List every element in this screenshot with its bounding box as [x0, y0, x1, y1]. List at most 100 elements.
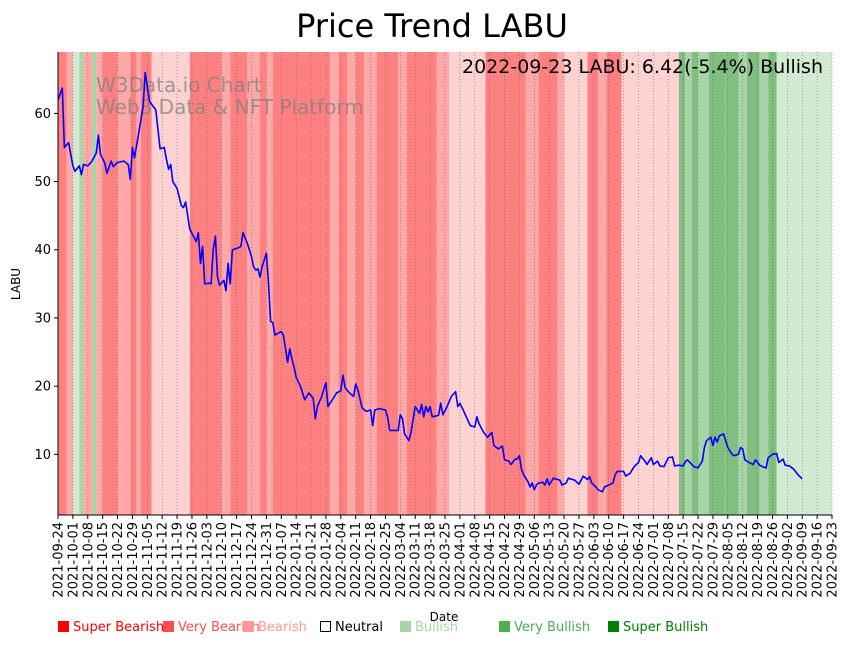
x-tick-label: 2022-05-27: [573, 522, 588, 598]
sentiment-band: [776, 52, 832, 515]
sentiment-band: [72, 52, 80, 515]
sentiment-band: [621, 52, 679, 515]
x-tick-label: 2022-08-12: [736, 522, 751, 598]
y-tick-label: 40: [34, 243, 51, 258]
x-tick-label: 2022-03-18: [424, 522, 439, 598]
x-axis-label: Date: [430, 610, 459, 624]
sentiment-band: [140, 52, 152, 515]
legend-label: Super Bullish: [623, 620, 709, 635]
sentiment-band: [136, 52, 141, 515]
sentiment-band: [564, 52, 588, 515]
sentiment-band: [130, 52, 137, 515]
x-tick-label: 2021-11-26: [186, 522, 201, 598]
x-tick-label: 2022-06-10: [602, 522, 617, 598]
legend-item-super-bearish: Super Bearish: [58, 620, 164, 635]
sentiment-band: [698, 52, 709, 515]
sentiment-band: [96, 52, 103, 515]
vertical-gridlines: [57, 52, 833, 515]
legend-swatch: [400, 621, 411, 632]
sentiment-band: [376, 52, 399, 515]
x-tick-label: 2022-05-06: [528, 522, 543, 598]
x-tick-label: 2021-11-12: [156, 522, 171, 598]
legend-swatch: [58, 621, 69, 632]
sentiment-band: [330, 52, 339, 515]
watermark-line-1: W3Data.io Chart: [96, 73, 262, 97]
x-tick-label: 2022-04-22: [498, 522, 513, 598]
sentiment-band: [485, 52, 526, 515]
sentiment-band: [355, 52, 365, 515]
x-tick-label: 2022-04-15: [483, 522, 498, 598]
legend-item-bullish: Bullish: [400, 620, 458, 635]
legend-label: Bullish: [415, 620, 459, 635]
legend-item-very-bearish: Very Bearish: [163, 620, 260, 635]
x-tick-label: 2022-06-17: [617, 522, 632, 598]
x-tick-label: 2022-01-14: [290, 522, 305, 598]
x-tick-label: 2022-02-11: [349, 522, 364, 598]
sentiment-band: [338, 52, 348, 515]
sentiment-band: [746, 52, 760, 515]
x-tick-label: 2022-02-25: [379, 522, 394, 598]
x-tick-label: 2022-06-24: [632, 522, 647, 598]
sentiment-band: [691, 52, 699, 515]
sentiment-band: [66, 52, 73, 515]
x-tick-label: 2021-12-24: [245, 522, 260, 598]
sentiment-band: [685, 52, 692, 515]
sentiment-band: [272, 52, 331, 515]
x-tick-label: 2021-09-24: [52, 522, 67, 598]
x-tick-label: 2022-06-03: [587, 522, 602, 598]
x-tick-label: 2022-08-19: [751, 522, 766, 598]
sentiment-band: [347, 52, 356, 515]
sentiment-bands: [58, 52, 832, 515]
sentiment-band: [678, 52, 686, 515]
x-tick-label: 2021-11-19: [171, 522, 186, 598]
y-tick-label: 20: [34, 380, 51, 395]
x-axis-ticks: 2021-09-24 2021-10-01 2021-10-08 2021-10-15…: [52, 515, 841, 598]
x-tick-label: 2022-04-08: [468, 522, 483, 598]
sentiment-band: [449, 52, 486, 515]
x-tick-label: 2022-04-01: [453, 522, 468, 598]
sentiment-band: [102, 52, 118, 515]
sentiment-band: [598, 52, 607, 515]
x-tick-label: 2022-01-21: [305, 522, 320, 598]
x-tick-label: 2022-07-15: [677, 522, 692, 598]
x-tick-label: 2022-03-25: [439, 522, 454, 598]
legend-item-very-bullish: Very Bullish: [499, 620, 590, 635]
x-tick-label: 2021-10-22: [111, 522, 126, 598]
y-axis-label: LABU: [9, 268, 23, 300]
y-tick-label: 30: [34, 311, 51, 326]
watermark-line-2: Web3 Data & NFT Platform: [96, 95, 364, 119]
legend-item-super-bullish: Super Bullish: [608, 620, 708, 635]
y-axis-ticks: 10 20 30 40 50 60: [34, 107, 58, 463]
x-tick-label: 2022-02-04: [334, 522, 349, 598]
legend-swatch: [608, 621, 619, 632]
sentiment-band: [406, 52, 437, 515]
x-tick-label: 2022-07-29: [706, 522, 721, 598]
legend-item-bearish: Bearish: [243, 620, 307, 635]
sentiment-band: [606, 52, 622, 515]
x-tick-label: 2021-10-01: [66, 522, 81, 598]
x-tick-label: 2022-07-08: [662, 522, 677, 598]
sentiment-band: [398, 52, 407, 515]
x-tick-label: 2021-10-08: [81, 522, 96, 598]
legend-label: Very Bullish: [514, 620, 591, 635]
price-line: [57, 71, 803, 493]
y-tick-label: 60: [34, 107, 51, 122]
sentiment-band: [247, 52, 261, 515]
sentiment-band: [266, 52, 273, 515]
x-tick-label: 2022-07-01: [647, 522, 662, 598]
x-tick-label: 2021-11-05: [141, 522, 156, 598]
sentiment-band: [525, 52, 539, 515]
sentiment-band: [230, 52, 248, 515]
sentiment-band: [708, 52, 726, 515]
sentiment-band: [436, 52, 450, 515]
sentiment-band: [557, 52, 565, 515]
sentiment-band: [759, 52, 769, 515]
legend-label: Super Bearish: [73, 620, 165, 635]
x-tick-label: 2021-12-03: [200, 522, 215, 598]
price-series: [57, 71, 803, 493]
x-tick-label: 2022-07-22: [692, 522, 707, 598]
x-tick-label: 2021-10-29: [126, 522, 141, 598]
sentiment-band: [58, 52, 67, 515]
sentiment-band: [260, 52, 267, 515]
